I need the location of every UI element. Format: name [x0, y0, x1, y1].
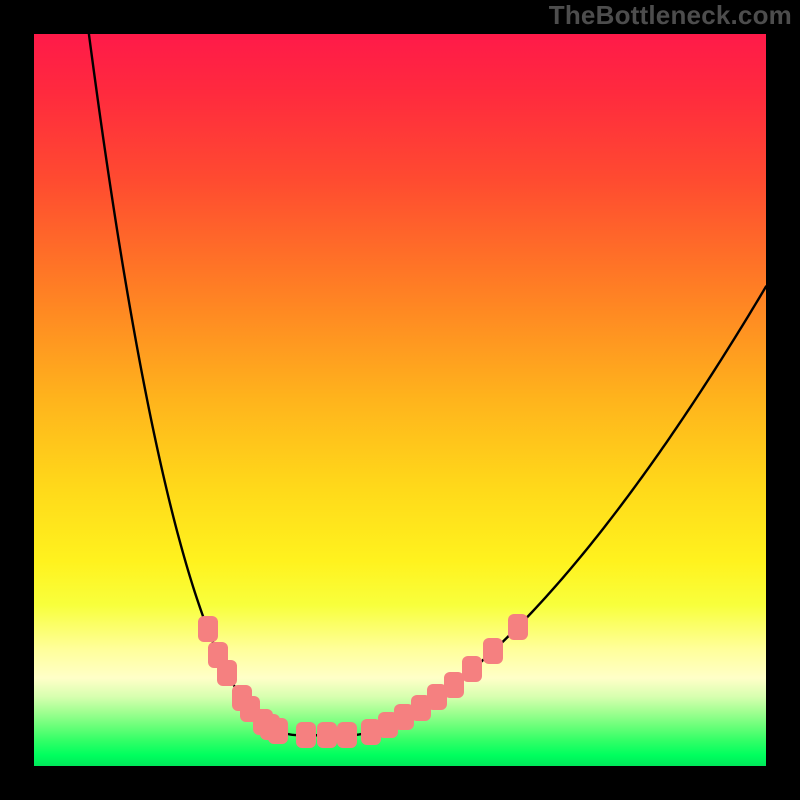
bottleneck-curve	[34, 34, 766, 766]
curve-marker	[508, 614, 528, 640]
curve-marker	[462, 656, 482, 682]
watermark-text: TheBottleneck.com	[549, 0, 792, 31]
curve-marker	[483, 638, 503, 664]
curve-path	[89, 34, 766, 735]
curve-marker	[444, 672, 464, 698]
curve-marker	[198, 616, 218, 642]
curve-marker	[217, 660, 237, 686]
chart-frame: TheBottleneck.com	[0, 0, 800, 800]
curve-marker	[317, 722, 337, 748]
curve-marker	[296, 722, 316, 748]
curve-marker	[337, 722, 357, 748]
curve-marker	[268, 718, 288, 744]
plot-area	[34, 34, 766, 766]
